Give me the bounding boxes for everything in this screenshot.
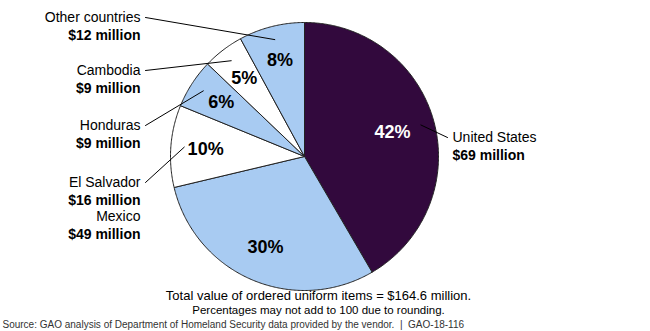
svg-text:10%: 10% — [188, 139, 224, 159]
svg-text:30%: 30% — [247, 237, 283, 257]
svg-text:Cambodia: Cambodia — [77, 62, 141, 78]
svg-text:$16 million: $16 million — [68, 192, 140, 208]
svg-text:United States: United States — [453, 129, 537, 145]
svg-text:$12 million: $12 million — [68, 27, 140, 43]
svg-text:8%: 8% — [267, 50, 293, 70]
svg-text:$9 million: $9 million — [76, 135, 141, 151]
svg-text:Honduras: Honduras — [80, 117, 141, 133]
svg-text:42%: 42% — [374, 122, 410, 142]
svg-text:$69 million: $69 million — [453, 147, 525, 163]
svg-text:$49 million: $49 million — [68, 226, 140, 242]
svg-text:Mexico: Mexico — [96, 208, 141, 224]
svg-text:6%: 6% — [208, 92, 234, 112]
svg-text:Total value of ordered uniform: Total value of ordered uniform items = $… — [166, 288, 471, 303]
svg-text:Percentages may not add to 100: Percentages may not add to 100 due to ro… — [192, 304, 445, 316]
svg-text:Source: GAO analysis of Depart: Source: GAO analysis of Department of Ho… — [3, 319, 465, 330]
svg-text:$9 million: $9 million — [76, 80, 141, 96]
svg-text:5%: 5% — [231, 68, 257, 88]
svg-text:El Salvador: El Salvador — [69, 174, 141, 190]
svg-text:Other countries: Other countries — [45, 9, 141, 25]
